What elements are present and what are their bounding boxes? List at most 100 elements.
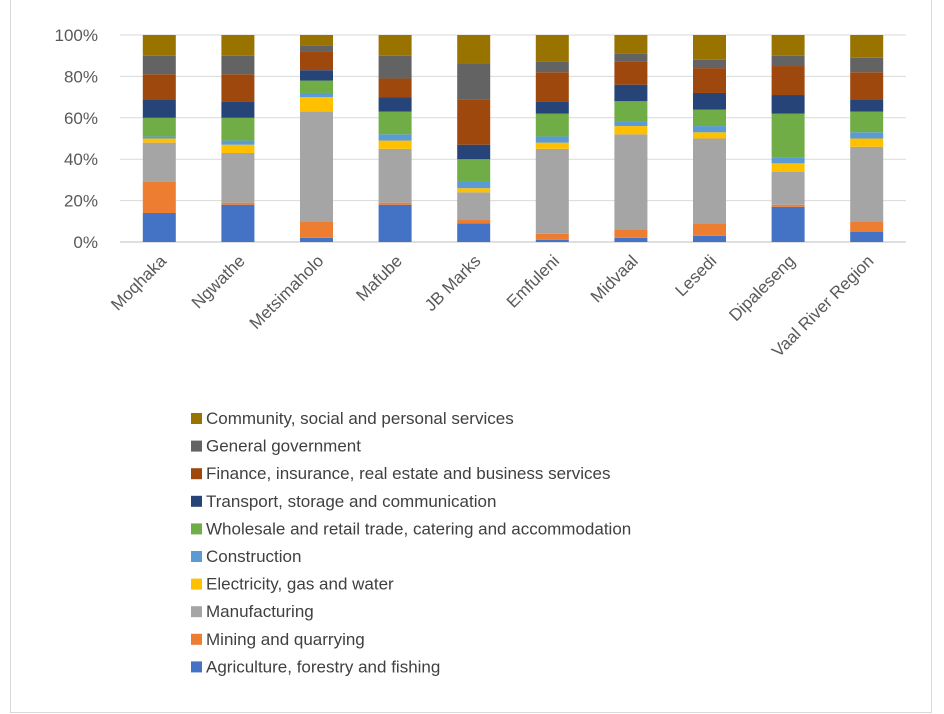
legend-label: Agriculture, forestry and fishing [206, 657, 440, 676]
y-tick-label: 20% [64, 192, 98, 211]
x-tick-label: Metsimaholo [246, 251, 328, 333]
legend-swatch [191, 468, 202, 480]
legend-swatch [191, 495, 202, 507]
bar-segment [142, 117, 176, 137]
bar-segment [614, 237, 648, 242]
bar-segment [850, 146, 884, 222]
bar-segment [614, 53, 648, 62]
bar-segment [457, 223, 491, 242]
bar-segment [300, 221, 333, 238]
legend-label: Transport, storage and communication [206, 492, 496, 511]
bar-segment [142, 138, 176, 143]
legend-swatch [191, 551, 202, 562]
x-tick-label: Dipaleseng [725, 251, 799, 325]
bar-segment [693, 126, 726, 133]
legend-swatch [191, 413, 202, 424]
bar-segment [378, 55, 412, 79]
bar-segment [378, 97, 412, 112]
bar-segment [771, 113, 805, 158]
bar-segment [378, 111, 412, 135]
bar-segment [771, 206, 805, 242]
bar-segment [850, 221, 884, 232]
bar-segment [457, 99, 491, 145]
bar-segment [850, 132, 884, 139]
bar-segment [614, 61, 648, 85]
bar-segment [614, 84, 648, 102]
bar-segment [457, 159, 491, 182]
bar-segment [378, 78, 412, 98]
bar-segment [142, 142, 176, 182]
bar-segment [300, 80, 333, 93]
legend-label: Electricity, gas and water [206, 575, 394, 594]
bar-segment [457, 63, 491, 100]
y-tick-label: 80% [64, 67, 98, 86]
bar-segment [771, 171, 805, 205]
bar-segment [457, 219, 491, 224]
bar-segment [300, 35, 333, 46]
bars [142, 35, 884, 242]
bar-segment [378, 35, 412, 56]
bar-segment [221, 74, 255, 102]
bar-segment [221, 140, 255, 145]
bar-segment [300, 237, 333, 242]
x-tick-label: Moqhaka [107, 251, 170, 314]
bar-segment [614, 126, 648, 135]
bar-segment [535, 142, 569, 149]
bar-segment [771, 66, 805, 96]
legend: Community, social and personal services G… [191, 409, 631, 676]
bar-segment [457, 35, 491, 64]
chart-frame [10, 0, 932, 713]
legend-swatch [191, 578, 202, 590]
bar-segment [771, 204, 805, 207]
bar-segment [535, 239, 569, 242]
bar-segment [535, 35, 569, 62]
legend-label: Wholesale and retail trade, catering and… [206, 519, 631, 538]
bar-segment [300, 92, 333, 98]
bar-segment [771, 163, 805, 172]
bar-segment [142, 55, 176, 75]
bar-segment [300, 70, 333, 81]
bar-segment [693, 235, 726, 242]
bar-segment [378, 204, 412, 242]
bar-segment [614, 134, 648, 230]
bar-segment [457, 144, 491, 160]
bar-segment [771, 35, 805, 56]
x-tick-label: Midvaal [587, 251, 642, 306]
bar-segment [221, 117, 255, 141]
y-tick-label: 100% [55, 26, 98, 45]
bar-segment [614, 229, 648, 238]
bar-segment [850, 138, 884, 147]
bar-segment [693, 109, 726, 127]
bar-segment [457, 192, 491, 220]
bar-segment [693, 68, 726, 93]
legend-swatch [191, 523, 202, 535]
bar-segment [614, 121, 648, 127]
bar-segment [693, 132, 726, 139]
x-tick-label: Lesedi [671, 251, 720, 300]
bar-segment [300, 111, 333, 222]
legend-label: Finance, insurance, real estate and busi… [206, 464, 610, 483]
legend-label: Manufacturing [206, 602, 314, 621]
legend-label: General government [206, 437, 361, 456]
y-tick-label: 0% [73, 233, 98, 252]
legend-label: Community, social and personal services [206, 409, 514, 428]
bar-segment [693, 59, 726, 69]
bar-segment [693, 35, 726, 60]
bar-segment [457, 181, 491, 189]
bar-segment [850, 111, 884, 133]
bar-segment [142, 35, 176, 56]
bar-segment [771, 95, 805, 114]
bar-segment [850, 72, 884, 100]
bar-segment [221, 204, 255, 242]
bar-segment [221, 101, 255, 118]
bar-segment [771, 157, 805, 164]
bar-segment [378, 148, 412, 203]
y-tick-label: 60% [64, 109, 98, 128]
bar-segment [221, 152, 255, 203]
bar-segment [378, 202, 412, 205]
bar-segment [300, 51, 333, 71]
bar-segment [142, 136, 176, 139]
bar-segment [535, 136, 569, 143]
